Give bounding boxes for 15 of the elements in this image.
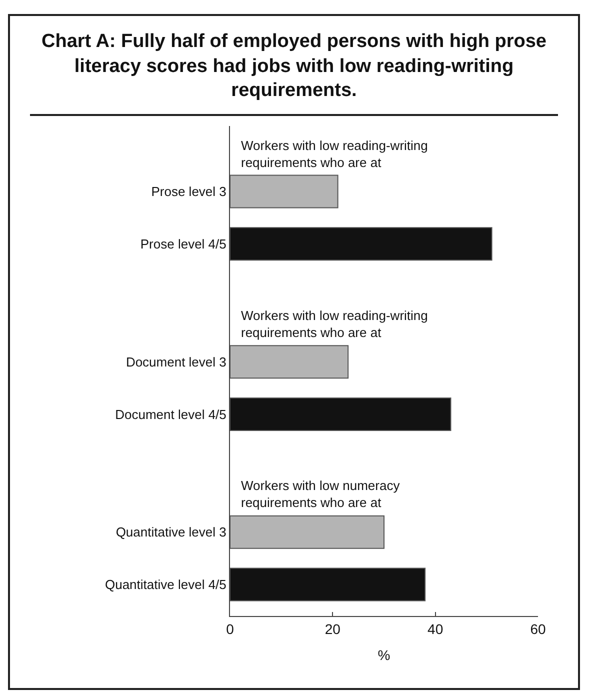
- x-tick-label: 40: [428, 620, 444, 637]
- x-tick-label: 60: [530, 620, 546, 637]
- annotation: Workers with low reading-writing requirements who are at: [241, 138, 432, 170]
- y-tick-label: Quantitative level 3: [116, 524, 226, 540]
- y-tick-label: Document level 4/5: [115, 406, 226, 422]
- annotation: Workers with low reading-writing requirements who are at: [241, 308, 432, 340]
- y-tick-label: Quantitative level 4/5: [104, 577, 226, 592]
- y-tick-label: Prose level 3: [151, 184, 226, 200]
- chart-title: Chart A: Fully half of employed persons with high prose literacy scores had jobs with low reading-writing requirements.: [30, 30, 558, 116]
- y-tick-label: Prose level 4/5: [140, 236, 226, 252]
- x-tick-label: 20: [324, 620, 341, 637]
- x-axis-title: %: [378, 647, 390, 664]
- annotation: Workers with low numeracy requirements who are at: [241, 478, 404, 510]
- x-tick-label: 0: [226, 620, 234, 637]
- y-tick-label: Document level 3: [126, 354, 226, 370]
